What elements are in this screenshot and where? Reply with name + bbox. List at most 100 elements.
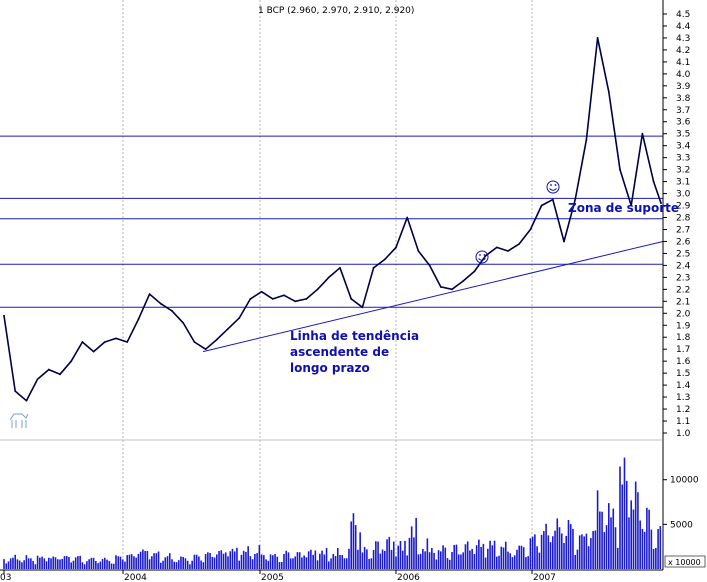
price-point xyxy=(507,250,509,252)
volume-tick-label: 5000 xyxy=(670,520,693,530)
price-point xyxy=(70,360,73,363)
price-point xyxy=(171,309,173,312)
price-tick-label: 2.5 xyxy=(676,249,690,259)
smiley-icon xyxy=(475,250,489,264)
price-tick-label: 1.9 xyxy=(676,321,691,331)
price-point xyxy=(339,266,341,269)
price-point xyxy=(126,341,129,343)
price-tick-label: 2.7 xyxy=(676,225,690,235)
x-tick-labels: 03 2004 2005 2006 2007 xyxy=(0,570,556,582)
volume-unit-box xyxy=(664,555,706,568)
price-tick-label: 2.4 xyxy=(676,261,691,271)
price-point xyxy=(607,90,610,93)
price-point xyxy=(193,341,196,343)
price-series-line xyxy=(3,37,662,402)
price-point xyxy=(204,348,207,351)
price-tick-label: 3.3 xyxy=(676,154,690,164)
price-point xyxy=(563,240,565,243)
price-point xyxy=(652,180,655,183)
price-point xyxy=(383,258,386,261)
price-point xyxy=(47,368,50,371)
price-point xyxy=(81,341,84,343)
price-point xyxy=(395,246,397,249)
price-point xyxy=(305,298,308,300)
price-tick-label: 2.1 xyxy=(676,297,690,307)
price-tick-label: 1.8 xyxy=(676,333,691,343)
price-tick-label: 4.1 xyxy=(676,58,690,68)
price-point xyxy=(36,378,39,381)
x-tick-label: 2004 xyxy=(124,573,147,582)
price-tick-label: 3.6 xyxy=(676,118,691,128)
price-tick-label: 2.8 xyxy=(676,214,691,224)
price-point xyxy=(406,216,409,219)
price-tick-label: 3.1 xyxy=(676,178,690,188)
price-tick-label: 2.9 xyxy=(676,202,691,212)
price-point xyxy=(551,198,554,201)
volume-unit-label: x 10000 xyxy=(668,558,701,567)
price-point xyxy=(630,204,633,207)
trend-annotation-line2: ascendente de xyxy=(290,345,389,359)
price-point xyxy=(574,198,577,201)
price-tick-label: 3.4 xyxy=(676,142,691,152)
trendline-layer xyxy=(202,240,664,353)
price-tick-label: 2.0 xyxy=(676,309,691,319)
x-tick-label: 03 xyxy=(0,573,11,582)
price-point xyxy=(350,298,353,300)
price-tick-label: 4.3 xyxy=(676,34,690,44)
price-tick-label: 4.0 xyxy=(676,70,691,80)
price-layer xyxy=(3,37,662,402)
price-point xyxy=(115,337,117,340)
price-point xyxy=(159,302,162,305)
price-point xyxy=(585,138,588,141)
price-point xyxy=(518,242,521,245)
price-tick-label: 3.7 xyxy=(676,106,690,116)
price-tick-label: 1.5 xyxy=(676,369,690,379)
price-tick-label: 4.4 xyxy=(676,22,691,32)
volume-tick-label: 10000 xyxy=(670,476,699,486)
price-point xyxy=(92,350,95,353)
price-point xyxy=(417,250,420,252)
price-point xyxy=(59,373,61,376)
price-point xyxy=(327,276,330,279)
trend-annotation-line1: Linha de tendência xyxy=(290,329,419,343)
price-point xyxy=(283,294,285,297)
price-point xyxy=(260,290,263,293)
bull-icon xyxy=(9,413,29,428)
price-tick-label: 1.0 xyxy=(676,429,691,439)
price-point xyxy=(137,318,140,321)
price-tick-label: 2.6 xyxy=(676,237,691,247)
price-point xyxy=(372,266,375,269)
price-tick-label: 3.0 xyxy=(676,190,691,200)
price-point xyxy=(439,286,442,288)
trendline xyxy=(202,240,664,353)
price-point xyxy=(14,390,17,392)
price-point xyxy=(495,246,498,249)
price-point xyxy=(3,314,5,317)
x-tick-label: 2006 xyxy=(397,573,420,582)
price-tick-label: 4.2 xyxy=(676,46,690,56)
price-point xyxy=(148,293,151,296)
price-point xyxy=(428,264,431,267)
price-point xyxy=(641,132,644,135)
smiley-icon xyxy=(546,180,560,194)
price-point xyxy=(451,288,453,291)
price-tick-label: 1.6 xyxy=(676,357,691,367)
volume-layer xyxy=(3,457,662,569)
price-tick-label: 1.4 xyxy=(676,381,691,391)
price-tick-label: 1.3 xyxy=(676,393,690,403)
horizontal-lines-layer xyxy=(0,135,663,308)
price-point xyxy=(316,288,319,291)
price-tick-label: 3.8 xyxy=(676,94,691,104)
chart-title: 1 BCP (2.960, 2.970, 2.910, 2.920) xyxy=(258,6,414,16)
price-tick-label: 2.2 xyxy=(676,285,690,295)
price-point xyxy=(103,341,106,343)
price-point xyxy=(215,338,218,341)
price-tick-label: 3.5 xyxy=(676,130,690,140)
price-point xyxy=(249,298,252,300)
price-point xyxy=(271,298,274,300)
price-point xyxy=(462,280,465,282)
zone-annotation: Zona de suporte xyxy=(568,201,679,215)
